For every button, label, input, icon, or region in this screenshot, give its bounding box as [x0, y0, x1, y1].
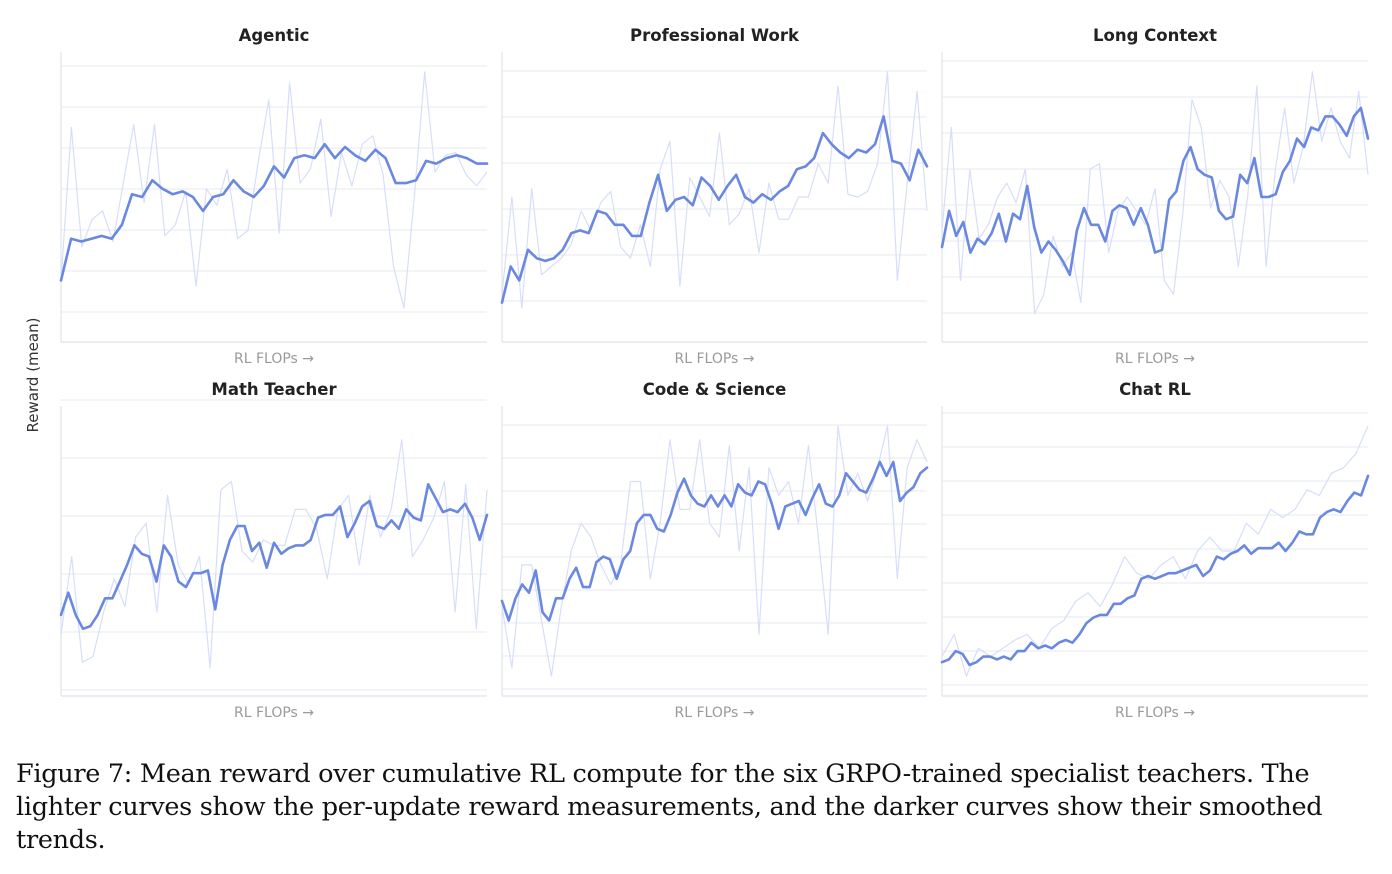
panel-long-context: Long Context RL FLOPs → — [940, 26, 1370, 367]
panel-grid: Agentic RL FLOPs → Professional Work RL FLO… — [59, 26, 1370, 721]
x-axis-label: RL FLOPs → — [674, 351, 754, 367]
gridlines — [502, 70, 927, 302]
x-axis-label: RL FLOPs → — [674, 705, 754, 721]
gridlines — [61, 399, 487, 691]
x-axis-label: RL FLOPs → — [234, 705, 314, 721]
gridlines — [942, 60, 1368, 314]
smoothed-reward-line — [500, 460, 929, 622]
panel-code-and-science: Code & Science RL FLOPs → — [500, 380, 929, 721]
smoothed-reward-line — [59, 142, 489, 282]
smoothed-reward-line — [59, 482, 489, 631]
y-axis-label: Reward (mean) — [24, 318, 42, 433]
raw-reward-line — [501, 71, 928, 309]
gridlines — [942, 412, 1368, 686]
raw-reward-line — [60, 439, 488, 669]
panel-professional-work: Professional Work RL FLOPs → — [500, 26, 929, 367]
panel-title: Math Teacher — [211, 380, 337, 399]
x-axis-label: RL FLOPs → — [1115, 351, 1195, 367]
gridlines — [61, 65, 487, 313]
panel-chat-rl: Chat RL RL FLOPs → — [940, 380, 1370, 721]
raw-reward-line — [941, 71, 1369, 315]
raw-reward-line — [941, 425, 1369, 677]
smoothed-reward-line — [500, 115, 929, 304]
panel-math-teacher: Math Teacher RL FLOPs → — [59, 380, 489, 721]
x-axis-label: RL FLOPs → — [234, 351, 314, 367]
panel-agentic: Agentic RL FLOPs → — [59, 26, 489, 367]
x-axis-label: RL FLOPs → — [1115, 705, 1195, 721]
gridlines — [502, 424, 927, 690]
panel-title: Agentic — [239, 26, 310, 45]
figure-caption: Figure 7: Mean reward over cumulative RL… — [16, 759, 1323, 855]
panel-title: Chat RL — [1119, 380, 1191, 399]
smoothed-reward-line — [940, 474, 1370, 667]
panel-title: Professional Work — [630, 26, 800, 45]
smoothed-reward-line — [940, 106, 1370, 277]
panel-title: Long Context — [1093, 26, 1217, 45]
panel-title: Code & Science — [643, 380, 787, 399]
raw-reward-line — [501, 425, 928, 677]
